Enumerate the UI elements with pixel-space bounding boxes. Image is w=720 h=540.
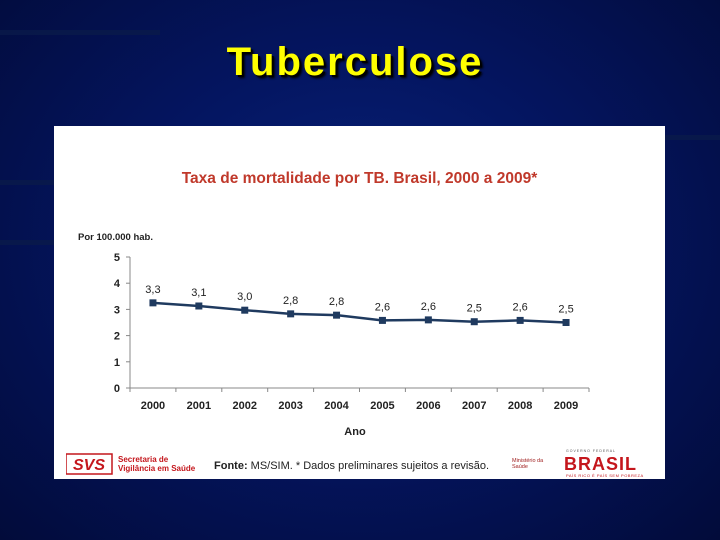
x-tick-label: 2001: [187, 400, 211, 412]
data-point: [424, 316, 432, 324]
data-point: [516, 316, 524, 324]
y-tick-label: 1: [114, 357, 120, 369]
data-label: 2,8: [329, 296, 344, 308]
x-tick-label: 2005: [370, 400, 394, 412]
chart-marks: 3,3 3,1 3,0 2,8 2,8 2,6 2,6 2,5 2,6 2,5: [145, 284, 574, 326]
svs-line1: Secretaria de: [118, 455, 169, 464]
decor-stripe: [0, 180, 55, 185]
series-line: [152, 301, 567, 324]
x-tick-label: 2003: [278, 400, 302, 412]
x-tick-label: 2004: [324, 400, 349, 412]
x-tick-label: 2002: [233, 400, 257, 412]
chart-title: Taxa de mortalidade por TB. Brasil, 2000…: [181, 170, 538, 187]
data-label: 2,5: [467, 303, 482, 315]
y-tick-label: 5: [114, 252, 120, 264]
source-label: Fonte:: [214, 460, 248, 472]
data-point: [333, 311, 341, 319]
footer: SVS Secretaria de Vigilância em Saúde Fo…: [54, 446, 665, 479]
source-text: MS/SIM. * Dados preliminares sujeitos a …: [247, 460, 490, 472]
y-tick-label: 0: [114, 383, 120, 395]
data-point: [195, 302, 203, 310]
data-point: [287, 310, 295, 318]
brasil-logo: BRASIL: [564, 454, 637, 474]
data-label: 3,3: [145, 284, 160, 296]
x-tick-label: 2009: [554, 400, 578, 412]
ministerio-line1: Ministério da: [512, 458, 544, 464]
x-tick-label: 2007: [462, 400, 486, 412]
x-tick-label: 2008: [508, 400, 532, 412]
source-note: Fonte: MS/SIM. * Dados preliminares suje…: [214, 460, 489, 472]
y-tick-label: 3: [114, 304, 120, 316]
data-label: 3,0: [237, 291, 252, 303]
data-point: [241, 306, 249, 314]
chart-svg: Por 100.000 hab. 0 1 2 3 4 5 2000 2001 2002 2003 2…: [78, 232, 590, 438]
x-tick-label: 2000: [141, 400, 165, 412]
x-tick-label: 2006: [416, 400, 440, 412]
ministerio-line2: Saúde: [512, 464, 528, 470]
data-label: 2,6: [513, 301, 528, 313]
y-tick-label: 4: [114, 278, 121, 290]
data-label: 2,5: [558, 304, 573, 316]
data-point: [562, 319, 570, 326]
svs-logo-frame: [66, 453, 113, 475]
x-axis-label: Ano: [344, 426, 366, 438]
chart-axes: 0 1 2 3 4 5 2000 2001 2002 2003 2004 2005 2006 2007 20…: [114, 252, 590, 412]
slide-title: Tuberculose: [226, 40, 484, 84]
data-point: [149, 299, 157, 307]
data-label: 2,6: [421, 301, 436, 313]
data-point: [378, 316, 386, 324]
brasil-tagline: PAÍS RICO É PAÍS SEM POBREZA: [566, 473, 644, 478]
y-tick-label: 2: [114, 331, 120, 343]
data-point: [470, 318, 478, 326]
data-label: 2,6: [375, 301, 390, 313]
svs-line2: Vigilância em Saúde: [118, 464, 196, 473]
data-label: 3,1: [191, 287, 206, 299]
svs-mark: SVS: [73, 457, 105, 474]
svs-logo: SVS Secretaria de Vigilância em Saúde: [66, 453, 196, 475]
decor-stripe: [0, 240, 55, 245]
data-label: 2,8: [283, 295, 298, 307]
y-axis-label: Por 100.000 hab.: [78, 232, 153, 243]
brasil-top-text: GOVERNO FEDERAL: [566, 449, 617, 453]
ministerio-logo: Ministério da Saúde: [512, 458, 552, 470]
decor-stripe: [665, 135, 720, 140]
chart-panel: Taxa de mortalidade por TB. Brasil, 2000…: [54, 126, 665, 479]
decor-stripe: [0, 30, 160, 35]
